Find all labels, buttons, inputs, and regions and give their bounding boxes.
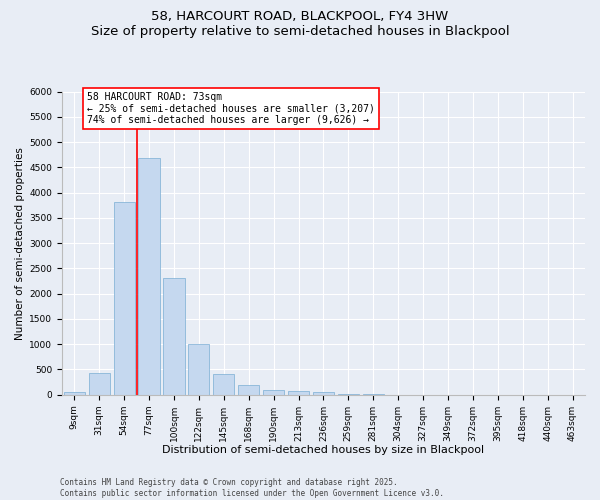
Bar xyxy=(113,202,135,394)
Text: 58, HARCOURT ROAD, BLACKPOOL, FY4 3HW
Size of property relative to semi-detached: 58, HARCOURT ROAD, BLACKPOOL, FY4 3HW Si… xyxy=(91,10,509,38)
Bar xyxy=(139,158,160,394)
Y-axis label: Number of semi-detached properties: Number of semi-detached properties xyxy=(15,146,25,340)
X-axis label: Distribution of semi-detached houses by size in Blackpool: Distribution of semi-detached houses by … xyxy=(163,445,485,455)
Text: Contains HM Land Registry data © Crown copyright and database right 2025.
Contai: Contains HM Land Registry data © Crown c… xyxy=(60,478,444,498)
Bar xyxy=(263,390,284,394)
Bar xyxy=(313,392,334,394)
Bar xyxy=(64,392,85,394)
Bar xyxy=(213,374,235,394)
Bar xyxy=(288,392,309,394)
Text: 58 HARCOURT ROAD: 73sqm
← 25% of semi-detached houses are smaller (3,207)
74% of: 58 HARCOURT ROAD: 73sqm ← 25% of semi-de… xyxy=(87,92,374,124)
Bar xyxy=(163,278,185,394)
Bar xyxy=(238,384,259,394)
Bar xyxy=(188,344,209,395)
Bar xyxy=(89,373,110,394)
